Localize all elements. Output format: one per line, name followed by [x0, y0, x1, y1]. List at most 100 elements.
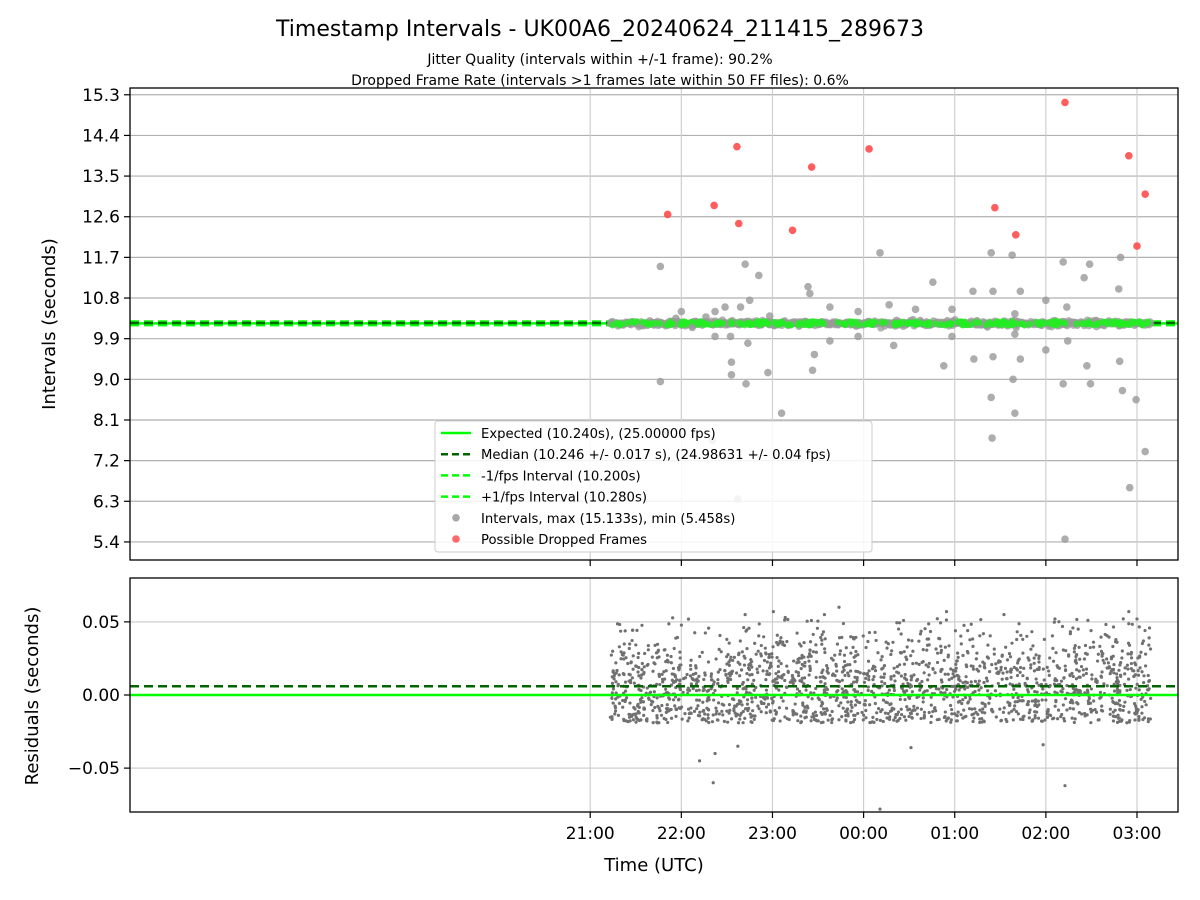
residual-point: [978, 717, 982, 721]
residual-outlier-point: [822, 612, 827, 617]
interval-outlier-point: [826, 303, 834, 311]
residual-point: [1123, 666, 1127, 670]
residual-point: [840, 715, 844, 719]
residual-point: [1127, 643, 1132, 647]
residual-point: [1111, 667, 1116, 672]
residual-point: [1142, 674, 1146, 678]
residual-point: [780, 674, 784, 678]
residual-point: [614, 697, 618, 701]
residual-point: [1005, 658, 1010, 662]
dropped-frame-point: [663, 210, 672, 219]
residual-point: [640, 668, 644, 672]
residual-point: [810, 697, 814, 701]
residual-point: [754, 685, 758, 690]
residual-point: [885, 646, 889, 650]
intervals-y-tick-label: 5.4: [93, 533, 120, 553]
residual-point: [1033, 714, 1037, 718]
residual-point: [702, 677, 706, 682]
residual-point: [862, 702, 866, 707]
residual-point: [625, 696, 629, 700]
residual-point: [1019, 633, 1023, 637]
residual-point: [802, 676, 807, 680]
interval-point-in-band: [701, 320, 709, 328]
residual-point: [909, 678, 913, 682]
residual-point: [849, 635, 853, 639]
residual-point: [627, 715, 632, 719]
residual-point: [756, 649, 760, 653]
residual-point: [1141, 639, 1146, 643]
residual-point: [988, 670, 992, 674]
residual-point: [669, 716, 674, 720]
residual-point: [748, 662, 752, 666]
residual-point: [820, 632, 824, 637]
interval-point-in-band: [834, 318, 842, 326]
residual-point: [1012, 707, 1016, 711]
residual-point: [1143, 628, 1147, 633]
residual-point: [777, 688, 781, 692]
residual-point: [705, 699, 709, 703]
residual-point: [874, 638, 878, 643]
residual-point: [671, 698, 676, 702]
residual-point: [862, 680, 867, 684]
residual-outlier-point: [697, 759, 702, 763]
residual-point: [1118, 703, 1122, 707]
residual-point: [1073, 717, 1077, 721]
residual-point: [643, 651, 647, 656]
residual-point: [1115, 720, 1120, 724]
residual-point: [695, 679, 699, 683]
residual-point: [933, 671, 937, 675]
residual-point: [1115, 687, 1119, 691]
residual-point: [754, 652, 758, 656]
residual-point: [909, 674, 913, 678]
legend-marker: [452, 535, 460, 543]
residual-point: [844, 695, 848, 700]
residual-point: [1054, 698, 1058, 703]
residual-point: [959, 634, 963, 638]
residual-point: [867, 630, 872, 635]
residual-point: [799, 720, 804, 724]
residual-point: [710, 720, 715, 724]
intervals-y-tick-label: 12.6: [82, 208, 120, 228]
interval-outlier-point: [889, 341, 898, 350]
residual-point: [835, 678, 839, 682]
interval-outlier-point: [1016, 287, 1025, 296]
residual-point: [742, 625, 746, 630]
residual-point: [631, 654, 635, 658]
residual-point: [895, 713, 899, 717]
interval-point-in-band: [1053, 321, 1060, 329]
residual-point: [780, 676, 784, 680]
residual-point: [809, 691, 813, 695]
interval-point-in-band: [1109, 318, 1117, 326]
residual-point: [1072, 646, 1076, 650]
residual-point: [794, 712, 798, 716]
residual-point: [1045, 665, 1049, 669]
interval-point-in-band: [787, 321, 795, 329]
residual-point: [636, 709, 640, 714]
residual-point: [892, 718, 896, 722]
residual-point: [972, 716, 976, 720]
residual-point: [1005, 719, 1009, 724]
residual-point: [943, 710, 947, 714]
residual-point: [891, 640, 895, 644]
residual-point: [1074, 661, 1079, 665]
residual-point: [905, 645, 909, 649]
residual-point: [775, 633, 779, 637]
interval-outlier-point: [1141, 447, 1149, 456]
residual-point: [1133, 704, 1138, 708]
residual-point: [1090, 673, 1094, 677]
residual-point: [701, 688, 705, 693]
legend-label: Possible Dropped Frames: [481, 533, 647, 548]
residual-point: [802, 682, 806, 686]
residual-outlier-point: [909, 746, 913, 750]
residual-point: [896, 718, 900, 723]
interval-outlier-point: [727, 358, 736, 366]
residual-point: [764, 651, 768, 655]
residual-point: [802, 664, 806, 668]
residual-point: [634, 643, 638, 647]
residual-point: [714, 657, 718, 661]
residual-point: [1075, 668, 1079, 672]
residual-point: [1087, 696, 1092, 701]
residual-point: [742, 654, 746, 658]
residual-point: [1117, 698, 1122, 703]
residual-point: [1094, 677, 1098, 681]
